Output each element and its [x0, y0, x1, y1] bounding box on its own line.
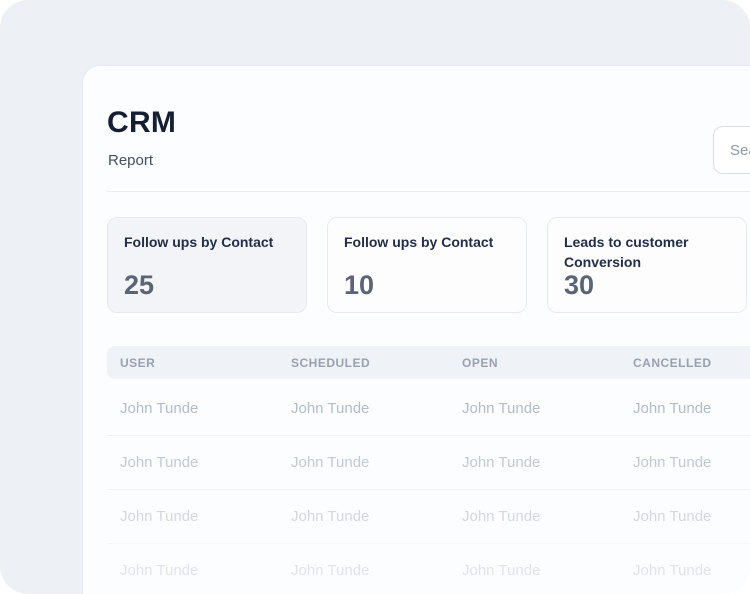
table-row[interactable]: John Tunde John Tunde John Tunde John Tu… [107, 382, 750, 436]
table-row[interactable]: John Tunde John Tunde John Tunde John Tu… [107, 544, 750, 594]
column-header-scheduled: SCHEDULED [291, 355, 371, 370]
cell-open: John Tunde [462, 400, 541, 417]
table-header-row: USER SCHEDULED OPEN CANCELLED [107, 346, 750, 379]
cell-user: John Tunde [120, 508, 199, 525]
stat-card-leads-conversion[interactable]: Leads to customer Conversion 30 [547, 217, 747, 313]
cell-open: John Tunde [462, 454, 541, 471]
stat-card-followups-contact-2[interactable]: Follow ups by Contact 10 [327, 217, 527, 313]
stat-value: 25 [124, 270, 155, 300]
cell-scheduled: John Tunde [291, 562, 370, 579]
table-body: John Tunde John Tunde John Tunde John Tu… [107, 379, 750, 594]
search-input[interactable] [713, 126, 750, 174]
stat-cards-row: Follow ups by Contact 25 Follow ups by C… [107, 217, 747, 313]
stat-card-followups-contact-1[interactable]: Follow ups by Contact 25 [107, 217, 307, 313]
report-table: USER SCHEDULED OPEN CANCELLED John Tunde… [107, 346, 750, 594]
cell-cancelled: John Tunde [633, 400, 712, 417]
stat-value: 30 [564, 270, 595, 300]
table-row[interactable]: John Tunde John Tunde John Tunde John Tu… [107, 436, 750, 490]
cell-scheduled: John Tunde [291, 400, 370, 417]
cell-cancelled: John Tunde [633, 454, 712, 471]
stat-value: 10 [344, 270, 375, 300]
cell-scheduled: John Tunde [291, 508, 370, 525]
cell-cancelled: John Tunde [633, 508, 712, 525]
stat-label: Leads to customer Conversion [564, 234, 689, 271]
crm-report-card: CRM Report Follow ups by Contact 25 Foll… [82, 65, 750, 594]
column-header-cancelled: CANCELLED [633, 355, 712, 370]
cell-open: John Tunde [462, 508, 541, 525]
column-header-user: USER [120, 355, 156, 370]
cell-user: John Tunde [120, 562, 199, 579]
page-title: CRM [107, 106, 177, 139]
cell-user: John Tunde [120, 454, 199, 471]
table-row[interactable]: John Tunde John Tunde John Tunde John Tu… [107, 490, 750, 544]
header-divider [107, 191, 750, 192]
cell-cancelled: John Tunde [633, 562, 712, 579]
cell-scheduled: John Tunde [291, 454, 370, 471]
stat-label: Follow ups by Contact [124, 234, 274, 250]
cell-open: John Tunde [462, 562, 541, 579]
page-subtitle: Report [108, 152, 154, 169]
stat-label: Follow ups by Contact [344, 234, 494, 250]
cell-user: John Tunde [120, 400, 199, 417]
column-header-open: OPEN [462, 355, 499, 370]
